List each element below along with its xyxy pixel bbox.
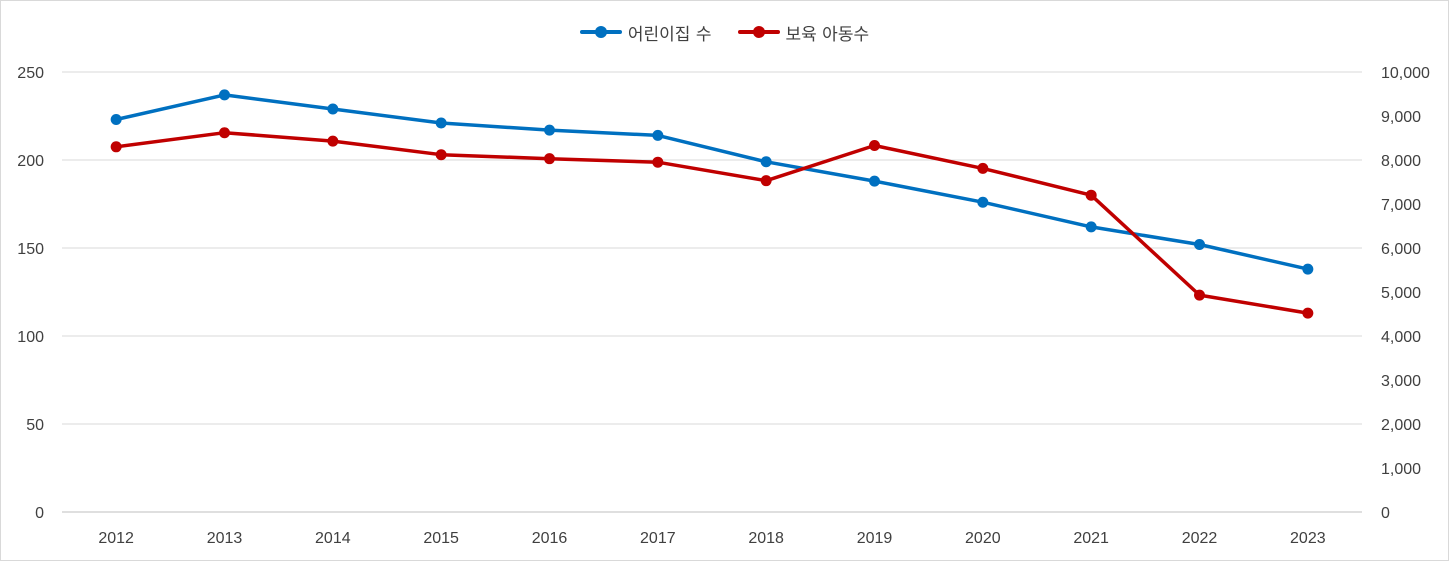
y-right-tick-label: 5,000 [1381, 285, 1421, 302]
y-left-tick-label: 250 [17, 65, 44, 82]
series-line-daycare-count [114, 93, 1310, 271]
y-right-tick-label: 2,000 [1381, 417, 1421, 434]
y-left-tick-label: 0 [35, 505, 44, 522]
legend-swatch-children-count [737, 24, 780, 40]
x-tick-label: 2023 [1290, 530, 1326, 547]
data-point-children-count [1302, 307, 1314, 319]
y-left-tick-label: 150 [17, 241, 44, 258]
data-point-children-count [1085, 189, 1097, 201]
data-point-children-count [219, 127, 230, 139]
legend-label-daycare-count: 어린이집 수 [627, 24, 712, 45]
data-point-children-count [760, 175, 772, 187]
x-tick-label: 2017 [640, 530, 676, 547]
data-point-daycare-count [652, 129, 664, 141]
data-point-daycare-count [327, 103, 339, 115]
data-point-daycare-count [869, 175, 880, 187]
x-tick-label: 2021 [1073, 530, 1109, 547]
data-point-children-count [977, 162, 989, 174]
y-left-tick-label: 50 [26, 417, 44, 434]
y-left-tick-label: 100 [17, 329, 44, 346]
data-point-daycare-count [544, 124, 555, 136]
x-tick-label: 2022 [1182, 530, 1218, 547]
series-line-children-count [114, 130, 1310, 315]
data-point-daycare-count [977, 196, 989, 208]
y-right-tick-label: 8,000 [1381, 153, 1421, 170]
x-tick-label: 2013 [207, 530, 243, 547]
data-point-daycare-count [435, 117, 447, 129]
y-left-tick-label: 200 [17, 153, 44, 170]
x-tick-label: 2019 [857, 530, 893, 547]
y-right-tick-label: 6,000 [1381, 241, 1421, 258]
x-tick-label: 2018 [748, 530, 784, 547]
y-right-tick-label: 1,000 [1381, 461, 1421, 478]
y-right-tick-label: 4,000 [1381, 329, 1421, 346]
y-right-tick-label: 7,000 [1381, 197, 1421, 214]
y-right-tick-label: 3,000 [1381, 373, 1421, 390]
legend-swatch-daycare-count [579, 24, 622, 40]
legend-label-children-count: 보육 아동수 [785, 24, 870, 45]
data-point-daycare-count [110, 114, 122, 126]
legend-item-daycare-count: 어린이집 수 [579, 20, 712, 45]
legend: 어린이집 수 보육 아동수 [1, 15, 1448, 49]
data-point-children-count [869, 139, 880, 151]
legend-item-children-count: 보육 아동수 [737, 20, 870, 45]
data-point-daycare-count [1302, 263, 1314, 275]
x-tick-label: 2014 [315, 530, 351, 547]
x-tick-label: 2012 [98, 530, 134, 547]
y-right-tick-label: 0 [1381, 505, 1390, 522]
x-tick-label: 2020 [965, 530, 1001, 547]
data-point-daycare-count [1194, 238, 1205, 250]
data-point-children-count [544, 153, 555, 165]
data-point-children-count [327, 135, 339, 147]
data-point-daycare-count [760, 156, 772, 168]
y-right-tick-label: 9,000 [1381, 109, 1421, 126]
data-point-children-count [110, 141, 122, 153]
x-tick-label: 2016 [532, 530, 568, 547]
data-point-daycare-count [1085, 221, 1097, 233]
data-point-daycare-count [219, 89, 230, 101]
data-point-children-count [652, 156, 664, 168]
y-right-tick-label: 10,000 [1381, 65, 1430, 82]
data-point-children-count [435, 149, 447, 161]
x-tick-label: 2015 [423, 530, 459, 547]
data-point-children-count [1194, 289, 1205, 301]
